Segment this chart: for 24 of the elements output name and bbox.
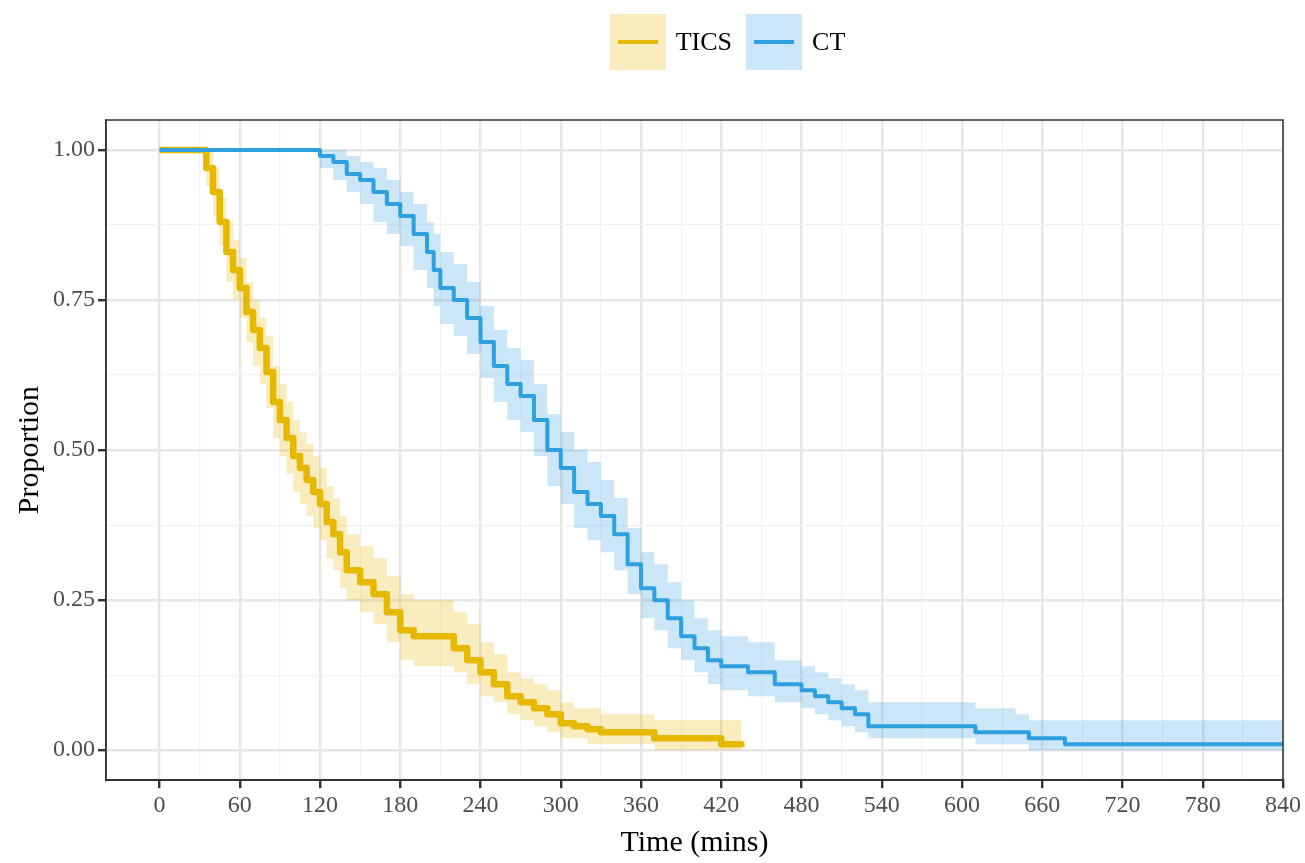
y-tick-label: 0.75: [53, 285, 95, 312]
x-tick-label: 180: [382, 790, 419, 817]
x-tick-label: 780: [1184, 790, 1221, 817]
x-tick-label: 0: [153, 790, 166, 817]
x-tick-label: 300: [542, 790, 579, 817]
x-tick-label: 600: [944, 790, 980, 817]
x-tick-label: 840: [1265, 790, 1301, 817]
x-tick-label: 360: [623, 790, 659, 817]
x-tick-label: 660: [1024, 790, 1061, 817]
y-tick-label: 1.00: [53, 135, 95, 162]
y-tick-label: 0.25: [53, 585, 95, 612]
y-axis-title: Proportion: [10, 385, 44, 515]
x-tick-label: 540: [863, 790, 900, 817]
y-tick-label: 0.00: [53, 735, 95, 762]
x-tick-label: 60: [227, 790, 252, 817]
legend-label: CT: [812, 27, 846, 57]
legend-label: TICS: [675, 27, 733, 57]
x-axis-title: Time (mins): [620, 823, 769, 858]
x-tick-label: 720: [1104, 790, 1141, 817]
x-tick-label: 480: [783, 790, 820, 817]
x-tick-label: 120: [302, 790, 338, 817]
x-tick-label: 240: [462, 790, 499, 817]
y-tick-label: 0.50: [53, 435, 95, 462]
x-tick-label: 420: [703, 790, 740, 817]
